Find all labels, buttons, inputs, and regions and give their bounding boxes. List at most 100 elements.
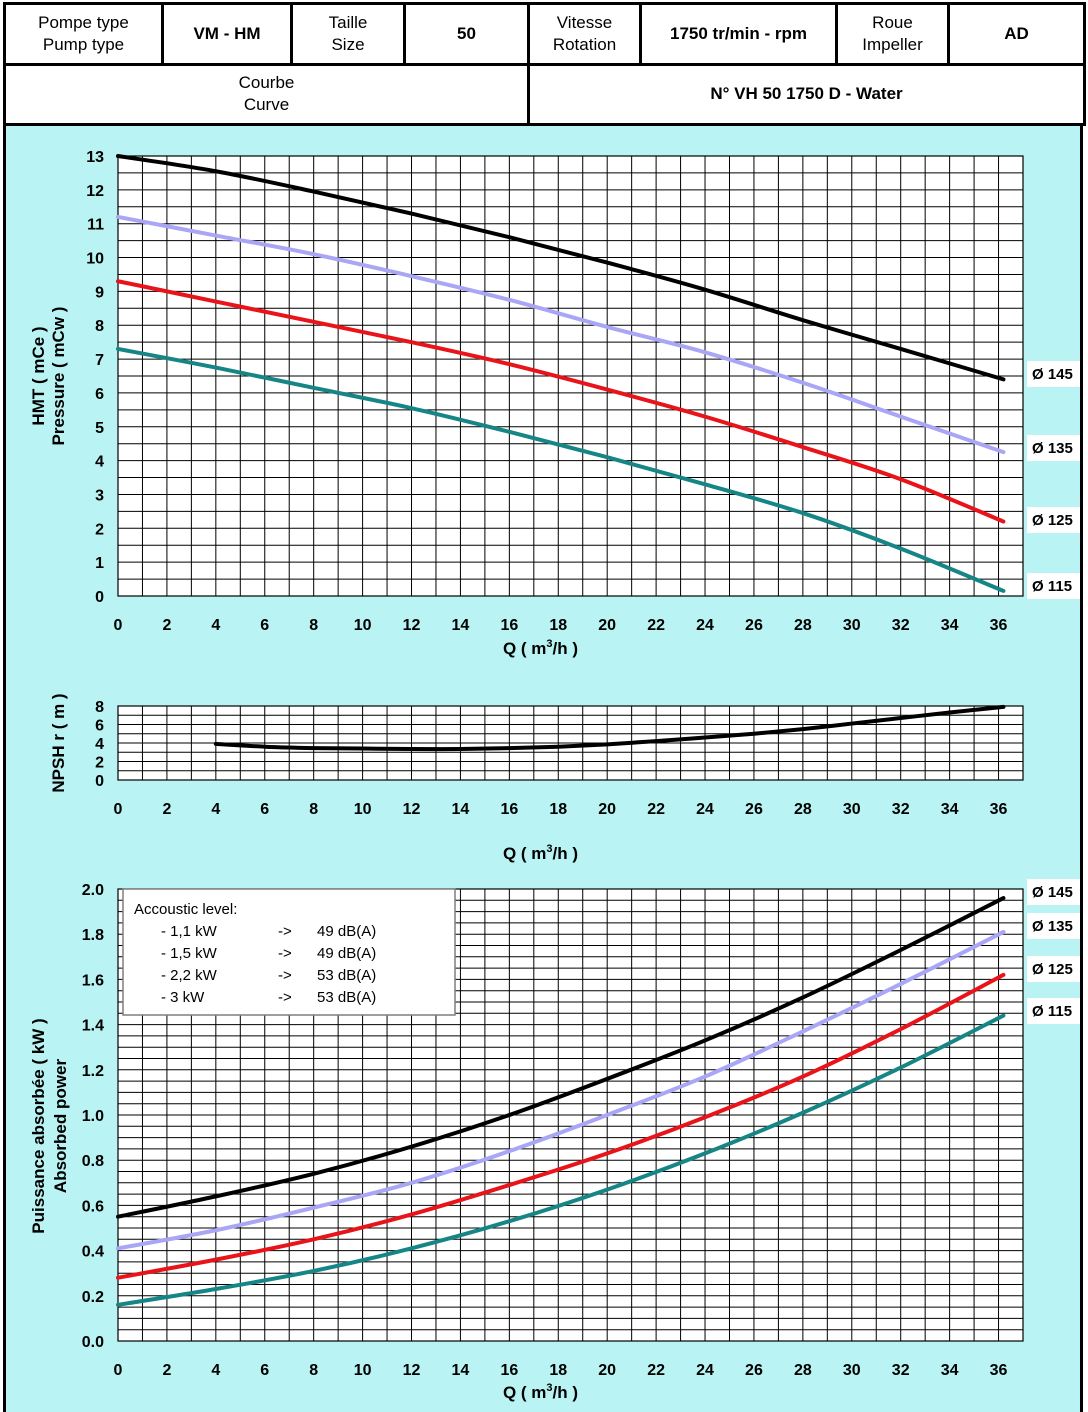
y-tick-label: 7 bbox=[95, 352, 104, 369]
series-label-box bbox=[1027, 998, 1080, 1024]
x-tick-label: 2 bbox=[162, 1362, 171, 1379]
x-tick-label: 20 bbox=[598, 801, 616, 818]
x-tick-label: 0 bbox=[114, 617, 123, 634]
x-tick-label: 8 bbox=[309, 617, 318, 634]
x-tick-label: 2 bbox=[162, 617, 171, 634]
x-tick-label: 26 bbox=[745, 1362, 763, 1379]
x-tick-label: 14 bbox=[452, 1362, 470, 1379]
x-tick-label: 34 bbox=[941, 1362, 959, 1379]
acoustic-arrow: -> bbox=[278, 923, 292, 940]
series-label: Ø 115 bbox=[1032, 1003, 1072, 1020]
x-tick-label: 36 bbox=[990, 1362, 1008, 1379]
chart-1: 0 2 4 6 8 10 12 14 16 18 20 22 24 26 28 30 32 34 360123456… bbox=[29, 149, 1080, 658]
y-tick-label: 9 bbox=[95, 284, 104, 301]
x-tick-label: 6 bbox=[260, 801, 269, 818]
y-tick-label: 2.0 bbox=[82, 882, 104, 899]
series-line-4 bbox=[116, 1013, 1006, 1307]
y-tick-label: 4 bbox=[95, 454, 104, 471]
x-tick-label: 28 bbox=[794, 801, 812, 818]
y-tick-label: 1.2 bbox=[82, 1063, 104, 1080]
curve-value: N° VH 50 1750 D - Water bbox=[527, 62, 1086, 126]
x-tick-label: 8 bbox=[309, 801, 318, 818]
y-tick-label: 0 bbox=[95, 773, 104, 790]
x-tick-label: 34 bbox=[941, 617, 959, 634]
y-tick-label: 8 bbox=[95, 699, 104, 716]
acoustic-level: 49 dB(A) bbox=[317, 923, 376, 940]
impeller-label: Roue Impeller bbox=[835, 2, 950, 66]
x-tick-label: 30 bbox=[843, 1362, 861, 1379]
y-tick-label: 8 bbox=[95, 318, 104, 335]
x-tick-label: 12 bbox=[403, 1362, 421, 1379]
size-value: 50 bbox=[403, 2, 530, 66]
x-tick-label: 14 bbox=[452, 617, 470, 634]
y-tick-label: 0.0 bbox=[82, 1334, 104, 1351]
x-tick-label: 16 bbox=[500, 617, 518, 634]
y-tick-label: 6 bbox=[95, 718, 104, 735]
pump-type-value: VM - HM bbox=[161, 2, 293, 66]
y-tick-label: 1.8 bbox=[82, 927, 104, 944]
y-tick-label: 2 bbox=[95, 521, 104, 538]
y-tick-label: 5 bbox=[95, 420, 104, 437]
y-tick-label: 1.6 bbox=[82, 972, 104, 989]
x-tick-label: 36 bbox=[990, 801, 1008, 818]
series-label: Ø 145 bbox=[1032, 366, 1073, 383]
acoustic-legend: Accoustic level: - 1,1 kW -> 49 dB(A) - 1,5 … bbox=[122, 888, 456, 1016]
speed-value: 1750 tr/min - rpm bbox=[639, 2, 838, 66]
series-label: Ø 125 bbox=[1032, 512, 1073, 529]
x-tick-label: 4 bbox=[211, 1362, 220, 1379]
acoustic-legend-title: Accoustic level: bbox=[134, 901, 237, 918]
series-line-1 bbox=[116, 896, 1006, 1219]
x-tick-label: 10 bbox=[354, 617, 372, 634]
acoustic-level: 53 dB(A) bbox=[317, 989, 376, 1006]
x-tick-label: 6 bbox=[260, 1362, 269, 1379]
acoustic-power: - 2,2 kW bbox=[161, 967, 218, 984]
series-label: Ø 125 bbox=[1032, 961, 1073, 978]
x-tick-label: 4 bbox=[211, 801, 220, 818]
series-label-box bbox=[1027, 361, 1080, 387]
y-tick-label: 6 bbox=[95, 386, 104, 403]
x-tick-label: 32 bbox=[892, 1362, 910, 1379]
x-tick-label: 28 bbox=[794, 617, 812, 634]
acoustic-arrow: -> bbox=[278, 945, 292, 962]
x-tick-label: 20 bbox=[598, 1362, 616, 1379]
series-label-box bbox=[1027, 435, 1080, 461]
y-axis-title: Puissance absorbée ( kW ) bbox=[29, 1018, 48, 1233]
x-tick-label: 30 bbox=[843, 801, 861, 818]
y-tick-label: 0.2 bbox=[82, 1289, 104, 1306]
series-line-1 bbox=[116, 154, 1006, 382]
x-tick-label: 10 bbox=[354, 1362, 372, 1379]
x-tick-label: 26 bbox=[745, 801, 763, 818]
series-label-box bbox=[1027, 573, 1080, 599]
x-axis-title: Q ( m3/h ) bbox=[503, 1382, 578, 1402]
series-label: Ø 145 bbox=[1032, 884, 1073, 901]
acoustic-arrow: -> bbox=[278, 989, 292, 1006]
series-label: Ø 115 bbox=[1032, 578, 1072, 595]
x-axis-title: Q ( m3/h ) bbox=[503, 638, 578, 658]
y-tick-label: 13 bbox=[86, 149, 104, 166]
size-label: Taille Size bbox=[290, 2, 406, 66]
series-line-2 bbox=[116, 214, 1006, 455]
header-table: Pompe type Pump type VM - HM Taille Size 5… bbox=[3, 2, 1086, 126]
x-tick-label: 10 bbox=[354, 801, 372, 818]
chart-2: 0 2 4 6 8 10 12 14 16 18 20 22 24 26 28 30 32 34 3602468Q … bbox=[49, 693, 1024, 863]
y-tick-label: 1.0 bbox=[82, 1108, 104, 1125]
series-line-3 bbox=[116, 972, 1006, 1280]
x-tick-label: 6 bbox=[260, 617, 269, 634]
x-tick-label: 36 bbox=[990, 617, 1008, 634]
series-line-3 bbox=[116, 279, 1006, 524]
y-tick-label: 1 bbox=[95, 555, 104, 572]
x-tick-label: 24 bbox=[696, 1362, 714, 1379]
pump-type-label: Pompe type Pump type bbox=[3, 2, 164, 66]
y-tick-label: 0.8 bbox=[82, 1153, 104, 1170]
x-tick-label: 20 bbox=[598, 617, 616, 634]
y-tick-label: 3 bbox=[95, 487, 104, 504]
charts-canvas: 0 2 4 6 8 10 12 14 16 18 20 22 24 26 28 30 32 34 360123456… bbox=[29, 149, 1080, 1402]
x-tick-label: 18 bbox=[549, 1362, 567, 1379]
y-tick-label: 0.6 bbox=[82, 1198, 104, 1215]
x-tick-label: 16 bbox=[500, 801, 518, 818]
y-axis-title: NPSH r ( m ) bbox=[49, 693, 68, 792]
x-tick-label: 32 bbox=[892, 617, 910, 634]
series-label-box bbox=[1027, 956, 1080, 982]
acoustic-arrow: -> bbox=[278, 967, 292, 984]
x-tick-label: 14 bbox=[452, 801, 470, 818]
